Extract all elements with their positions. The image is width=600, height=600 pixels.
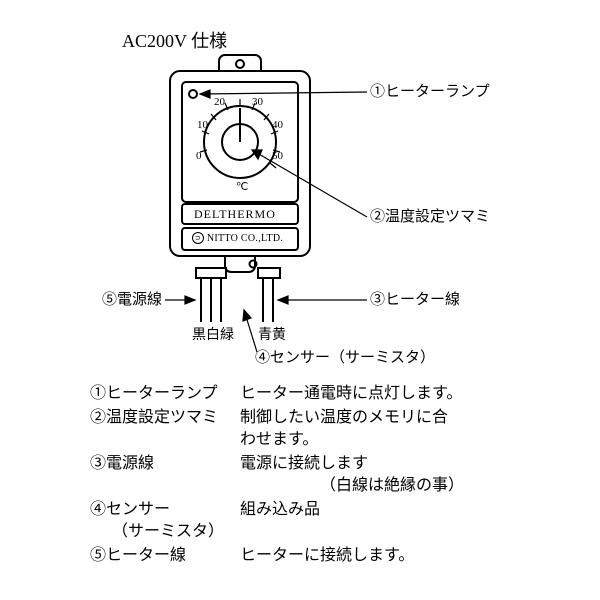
unit-c: ℃ [236,180,248,193]
tick-40: 40 [272,119,283,131]
callout-2: ②温度設定ツマミ [370,207,490,229]
legend-r4-sub: （サーミスタ） [112,520,224,543]
legend-r1-desc: ヒーター通電時に点灯します。 [240,382,462,405]
tick-10: 10 [197,119,208,131]
brand-label: ⊃ NITTO CO.,LTD. [192,232,283,244]
legend-r3-desc1: 電源に接続します [240,452,368,475]
tick-0: 0 [196,150,202,162]
callout-5: ⑤電源線 [102,290,162,312]
tick-20: 20 [214,96,225,108]
product-label: DELTHERMO [194,207,276,222]
legend-r3-desc2: （白線は絶縁の事） [320,474,464,497]
legend-r2-desc2: わせます。 [240,428,318,451]
page-title: AC200V 仕様 [122,28,227,54]
legend-r5-term: ⑤ヒーター線 [90,544,186,567]
wire-right-label: 青黄 [258,324,286,344]
callout-3: ③ヒーター線 [370,290,460,312]
wire-left-label: 黒白緑 [192,324,234,344]
tick-30: 30 [252,96,263,108]
legend-r2-desc1: 制御したい温度のメモリに合 [240,406,448,429]
legend-r3-term: ③電源線 [90,452,154,475]
callout-1: ①ヒーターランプ [370,82,490,104]
brand-logo-icon: ⊃ [192,232,204,244]
legend-r5-desc: ヒーターに接続します。 [240,544,414,567]
callout-4: ④センサー（サーミスタ） [255,348,435,370]
tick-50: 50 [272,150,283,162]
legend-r4-term: ④センサー [90,498,170,521]
legend-r2-term: ②温度設定ツマミ [90,406,218,429]
legend-r1-term: ①ヒーターランプ [90,382,218,405]
legend-r4-desc: 組み込み品 [240,498,320,521]
